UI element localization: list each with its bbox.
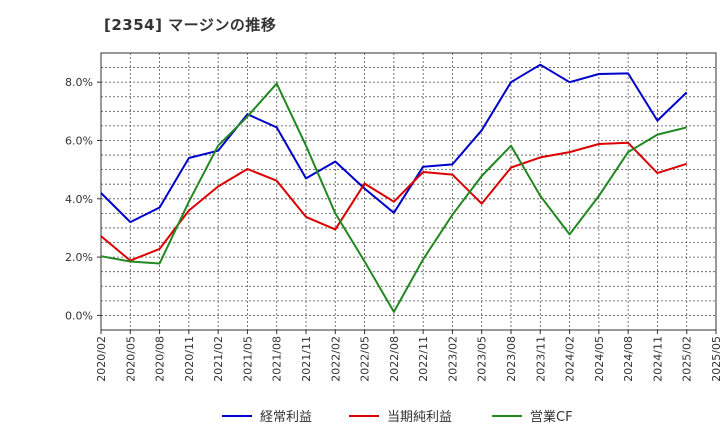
x-tick-label: 2022/08 [388,336,401,382]
x-tick-label: 2023/02 [446,336,459,382]
x-tick-label: 2025/05 [710,336,720,382]
axis-layer: 0.0% 2.0% 4.0% 6.0% 8.0% 2020/02 2020/05 2020/0… [65,52,720,382]
x-tick-label: 2022/05 [359,336,372,382]
y-tick-label: 0.0% [65,309,93,322]
y-tick-label: 2.0% [65,251,93,264]
series-line [100,141,688,262]
legend: 経常利益 当期純利益 営業CF [222,409,573,425]
legend-label: 当期純利益 [387,410,452,425]
x-tick-label: 2022/02 [329,336,342,382]
x-tick-label: 2023/05 [476,336,489,382]
chart-title: [2354] マージンの推移 [104,16,277,34]
x-tick-label: 2020/02 [95,336,108,382]
x-tick-label: 2024/02 [564,336,577,382]
series-line [100,82,687,313]
x-tick-label: 2020/11 [183,336,196,382]
x-tick-label: 2022/11 [417,336,430,382]
plot-frame [100,52,717,331]
x-tick-label: 2024/11 [651,336,664,382]
x-tick-label: 2024/05 [593,336,606,382]
x-tick-label: 2023/08 [505,336,518,382]
x-tick-label: 2024/08 [622,336,635,382]
x-tick-label: 2021/11 [300,336,313,382]
x-tick-label: 2023/11 [534,336,547,382]
y-tick-label: 4.0% [65,193,93,206]
legend-label: 経常利益 [260,410,312,425]
legend-label: 営業CF [530,409,573,425]
x-tick-label: 2020/08 [154,336,167,382]
x-tick-label: 2020/05 [124,336,137,382]
y-tick-label: 8.0% [65,76,93,89]
series-line [100,63,688,224]
series-layer [100,63,688,313]
x-tick-label: 2021/05 [241,336,254,382]
x-tick-label: 2025/02 [681,336,694,382]
y-tick-label: 6.0% [65,134,93,147]
x-tick-label: 2021/02 [212,336,225,382]
x-tick-label: 2021/08 [271,336,284,382]
